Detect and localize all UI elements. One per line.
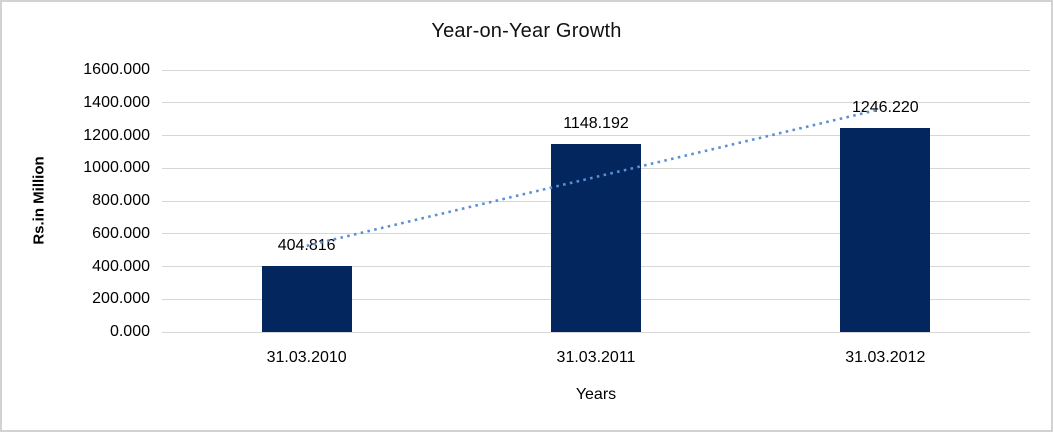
bar[interactable]	[551, 143, 641, 332]
x-tick-label: 31.03.2010	[266, 349, 347, 366]
y-tick-label: 400.000	[92, 257, 150, 275]
y-tick-label: 600.000	[92, 224, 150, 242]
bar[interactable]	[840, 127, 931, 332]
x-axis-title: Years	[575, 386, 617, 403]
gridline	[162, 69, 1030, 71]
bar-value-label: 404.816	[277, 236, 336, 254]
bar-value-label: 1246.220	[851, 98, 919, 116]
gridline	[162, 135, 1030, 136]
y-tick-label: 0.000	[109, 323, 150, 340]
x-tick-label: 31.03.2012	[845, 349, 926, 366]
y-tick-label: 1600.000	[83, 61, 150, 78]
gridline	[162, 331, 1030, 333]
bar[interactable]	[261, 265, 352, 332]
y-tick-label: 200.000	[92, 290, 150, 308]
gridline	[162, 102, 1030, 104]
y-tick-label: 800.000	[92, 192, 150, 209]
y-tick-label: 1000.000	[83, 159, 150, 177]
bar-value-label: 1148.192	[563, 114, 629, 132]
y-tick-label: 1200.000	[83, 126, 150, 144]
chart-title: Year-on-Year Growth	[431, 20, 622, 42]
x-tick-label: 31.03.2011	[556, 349, 636, 366]
y-tick-label: 1400.000	[83, 93, 150, 111]
trendline[interactable]	[306, 108, 881, 248]
